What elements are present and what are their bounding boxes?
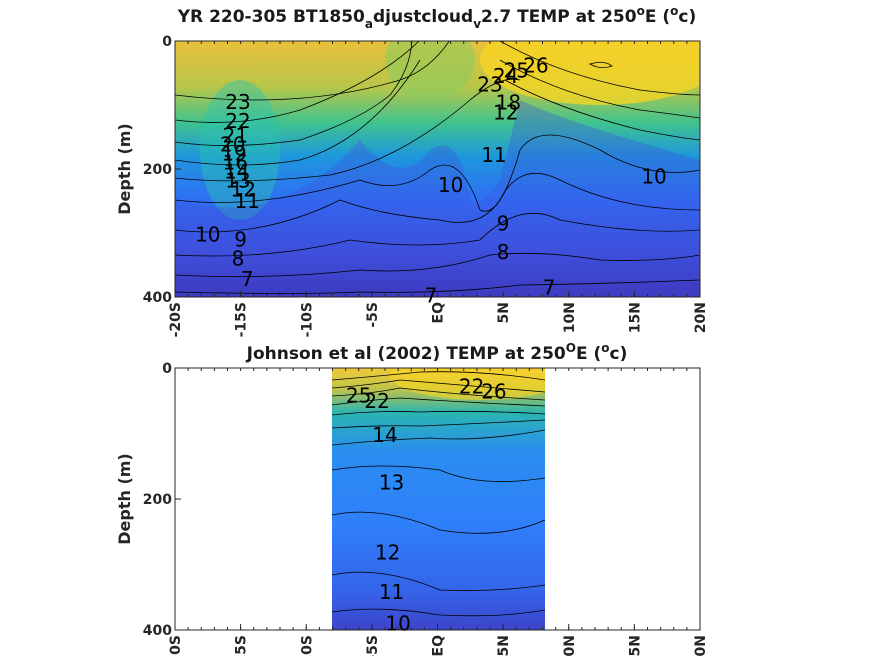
bottom-contour-label: 22 (364, 389, 389, 413)
top-contour-label: 7 (241, 267, 254, 291)
top-contour-label: 25 (504, 58, 529, 82)
top-contour-label: 8 (497, 240, 510, 264)
bottom-y-tick-label: 0 (162, 361, 172, 377)
top-y-tick-label: 400 (143, 290, 172, 306)
bottom-contour-label: 25 (346, 384, 371, 408)
top-contour-label: 20 (220, 133, 245, 157)
top-x-tick-label: -20S (168, 302, 184, 337)
top-y-tick-label: 0 (162, 34, 172, 50)
top-contour-label: 12 (493, 101, 518, 125)
bottom-x-tick-label: -15S (234, 635, 250, 656)
bottom-contour-label: 22 (459, 374, 484, 398)
bottom-y-axis: 0 200 400 (143, 361, 181, 639)
top-contour-label: 9 (497, 211, 510, 235)
top-contours (175, 41, 700, 294)
top-contour-label: 22 (225, 109, 250, 133)
top-contour-label: 11 (481, 143, 506, 167)
top-contour-label: 19 (221, 142, 246, 166)
top-contour-label: 26 (523, 53, 548, 77)
bottom-contours (332, 371, 545, 617)
top-contour-label: 18 (496, 90, 521, 114)
top-y-axis-label: Depth (m) (115, 123, 134, 215)
top-contour-label: 13 (225, 169, 250, 193)
bottom-x-tick-label: 5N (496, 635, 512, 656)
top-contour-label: 8 (232, 247, 245, 271)
bottom-heatmap (332, 368, 545, 630)
top-x-tick-label: -10S (299, 302, 315, 337)
top-contour-label: 10 (195, 222, 220, 246)
bottom-x-tick-label: -20S (168, 635, 184, 656)
bottom-x-tick-label: -10S (299, 635, 315, 656)
bottom-x-tick-label: 10N (562, 635, 578, 656)
top-x-tick-label: 5N (496, 302, 512, 323)
bottom-y-tick-label: 200 (143, 492, 172, 508)
top-y-tick-label: 200 (143, 162, 172, 178)
top-x-tick-label: -15S (234, 302, 250, 337)
bottom-contour-label: 10 (385, 611, 410, 635)
bottom-contour-label: 12 (375, 541, 400, 565)
top-contour-label: 7 (425, 284, 438, 308)
top-x-tick-label: 10N (562, 302, 578, 333)
top-contour-label: 23 (225, 90, 250, 114)
bottom-x-tick-label: -5S (365, 635, 381, 656)
top-contour-label: 9 (234, 227, 247, 251)
bottom-x-tick-label: 15N (627, 635, 643, 656)
top-contour-label: 16 (223, 151, 248, 175)
top-contour-label: 23 (477, 73, 502, 97)
top-chart-title: YR 220-305 BT1850adjustcloudv2.7 TEMP at… (177, 4, 697, 31)
top-contour-label: 7 (543, 275, 556, 299)
top-x-axis: -20S -15S -10S -5S EQ 5N 10N 15N 20N (168, 41, 709, 337)
bottom-contour-label: 13 (379, 471, 404, 495)
bottom-y-tick-label: 400 (143, 623, 172, 639)
top-contour-label: 21 (223, 124, 248, 148)
bottom-y-axis-label: Depth (m) (115, 453, 134, 545)
bottom-contour-label: 26 (481, 380, 506, 404)
top-contour-label: 12 (231, 177, 256, 201)
bottom-contour-label: 11 (379, 580, 404, 604)
top-contour-label: 24 (493, 64, 518, 88)
bottom-chart-title: Johnson et al (2002) TEMP at 250OE (oc) (246, 341, 628, 364)
bottom-x-tick-label: EQ (431, 635, 447, 656)
top-x-tick-label: -5S (365, 302, 381, 328)
top-contour-label: 10 (641, 165, 666, 189)
top-x-tick-label: 15N (627, 302, 643, 333)
top-y-axis: 0 200 400 (143, 34, 181, 306)
top-x-tick-label: EQ (431, 302, 447, 324)
top-x-tick-label: 20N (693, 302, 709, 333)
bottom-contour-label: 14 (372, 423, 397, 447)
bottom-x-tick-label: 20N (693, 635, 709, 656)
top-contour-label: 14 (224, 160, 249, 184)
top-heatmap (175, 41, 700, 297)
top-contour-label: 10 (438, 173, 463, 197)
bottom-x-axis: -20S -15S -10S -5S EQ 5N 10N 15N 20N (168, 368, 709, 656)
top-contour-label: 11 (234, 189, 259, 213)
